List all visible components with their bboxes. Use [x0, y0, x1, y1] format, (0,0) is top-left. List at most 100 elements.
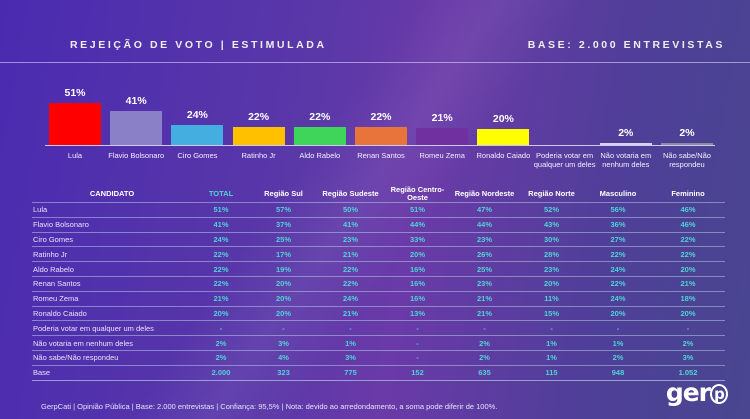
cell-value: 1%: [317, 335, 384, 351]
cell-value: 20%: [250, 305, 317, 321]
cell-value: 22%: [192, 246, 250, 262]
gerp-logo: ger p: [666, 378, 728, 407]
cell-value: 23%: [451, 231, 518, 247]
bar-value-label: 41%: [125, 95, 147, 108]
cell-value: 18%: [651, 290, 725, 307]
column-header: Região Nordeste: [454, 189, 515, 198]
cell-value: 20%: [384, 246, 451, 262]
cell-value: 20%: [585, 305, 651, 321]
column-header: Masculino: [599, 189, 637, 198]
category-label: Flavio Bolsonaro: [108, 151, 165, 160]
footer-note: GerpCati | Opinião Pública | Base: 2.000…: [41, 402, 498, 411]
cell-value: 28%: [518, 246, 585, 262]
cell-value: -: [384, 349, 451, 366]
bar-value-label: 22%: [309, 110, 331, 123]
cell-value: 57%: [250, 202, 317, 218]
cell-value: 51%: [384, 202, 451, 218]
bar-value-label: 24%: [186, 109, 208, 122]
cell-value: 22%: [317, 261, 384, 277]
cell-value: 22%: [651, 231, 725, 247]
table-row: Não votaria em nenhum deles 2% 3% 1% -2% 1% 1%…: [32, 335, 725, 351]
bar: [49, 103, 101, 145]
cell-value: 4%: [250, 349, 317, 366]
column-header: CANDIDATO: [89, 189, 135, 198]
table-row: Ratinho Jr 22% 17% 21% 20% 26% 28% 22% 22%: [32, 246, 725, 262]
table-row: Renan Santos 22% 20% 22% 16% 23% 20% 22% 21%: [32, 275, 725, 292]
cell-value: 21%: [651, 275, 725, 292]
cell-value: 20%: [250, 275, 317, 292]
column-header: Região Norte: [528, 189, 575, 198]
cell-value: 20%: [518, 275, 585, 292]
cell-value: 25%: [250, 231, 317, 247]
cell-value: 20%: [250, 290, 317, 307]
bar: [110, 111, 163, 145]
data-table: CANDIDATO TOTAL Região Sul Região Sudeste Re…: [32, 186, 725, 381]
row-label: Ronaldo Caiado: [32, 305, 192, 321]
bar: [661, 143, 713, 145]
cell-value: 50%: [317, 202, 384, 218]
cell-value: 15%: [518, 305, 585, 321]
cell-value: 11%: [518, 290, 585, 307]
cell-value: 22%: [317, 275, 384, 292]
bar: [293, 126, 346, 145]
bar: [477, 128, 530, 145]
row-label: Base: [32, 364, 192, 381]
cell-value: 2%: [651, 335, 725, 351]
cell-value: 44%: [451, 216, 518, 233]
category-label: Ciro Gomes: [177, 151, 218, 160]
bar-value-label: 2%: [618, 127, 634, 139]
cell-value: 36%: [585, 216, 651, 233]
cell-value: -: [192, 320, 250, 336]
row-label: Não votaria em nenhum deles: [32, 335, 192, 351]
cell-value: 21%: [317, 305, 384, 321]
cell-value: 22%: [192, 275, 250, 292]
cell-value: 20%: [192, 305, 250, 321]
cell-value: 16%: [384, 290, 451, 307]
category-label: Ronaldo Caiado: [476, 151, 531, 160]
cell-value: 43%: [518, 216, 585, 233]
row-label: Aldo Rabelo: [32, 261, 192, 277]
row-label: Renan Santos: [32, 275, 192, 292]
header-divider: [0, 62, 750, 63]
row-label: Poderia votar em qualquer um deles: [32, 320, 192, 336]
bar-chart: 51% Lula 41% Flavio Bolsonaro 24% Ciro Gomes 2…: [0, 80, 750, 180]
cell-value: 24%: [192, 231, 250, 247]
cell-value: 115: [518, 364, 585, 381]
column-header: Feminino: [671, 189, 705, 198]
cell-value: -: [317, 320, 384, 336]
bar-value-label: 22%: [248, 110, 270, 123]
cell-value: -: [518, 320, 585, 336]
column-header: Região Sul: [264, 189, 303, 198]
cell-value: 323: [250, 364, 317, 381]
cell-value: 25%: [451, 261, 518, 277]
cell-value: 21%: [317, 246, 384, 262]
category-label: Romeu Zema: [419, 151, 465, 160]
table-header-row: CANDIDATO TOTAL Região Sul Região Sudeste Re…: [32, 186, 725, 203]
cell-value: -: [651, 320, 725, 336]
cell-value: 23%: [451, 275, 518, 292]
cell-value: -: [585, 320, 651, 336]
cell-value: 24%: [585, 290, 651, 307]
row-label: Flavio Bolsonaro: [32, 216, 192, 233]
row-label: Não sabe/Não respondeu: [32, 349, 192, 366]
table-row: Romeu Zema 21% 20% 24% 16% 21% 11% 24% 18%: [32, 290, 725, 307]
table-row: Ronaldo Caiado 20% 20% 21% 13% 21% 15% 20% 20%: [32, 305, 725, 321]
bar: [171, 125, 224, 145]
cell-value: 46%: [651, 202, 725, 218]
chart-baseline: [45, 145, 715, 146]
cell-value: 46%: [651, 216, 725, 233]
row-label: Ratinho Jr: [32, 246, 192, 262]
category-label: Não sabe/Não respondeu: [663, 151, 711, 169]
cell-value: 152: [384, 364, 451, 381]
category-label: Não votaria em nenhum deles: [600, 151, 652, 169]
table-row: Flavio Bolsonaro 41% 37% 41% 44% 44% 43% 36% 46%: [32, 216, 725, 233]
column-header: TOTAL: [208, 189, 234, 198]
cell-value: -: [250, 320, 317, 336]
cell-value: 41%: [192, 216, 250, 233]
cell-value: -: [384, 320, 451, 336]
bar-value-label: 22%: [370, 110, 392, 123]
row-label: Romeu Zema: [32, 290, 192, 307]
cell-value: 24%: [317, 290, 384, 307]
cell-value: 20%: [651, 261, 725, 277]
cell-value: 33%: [384, 231, 451, 247]
